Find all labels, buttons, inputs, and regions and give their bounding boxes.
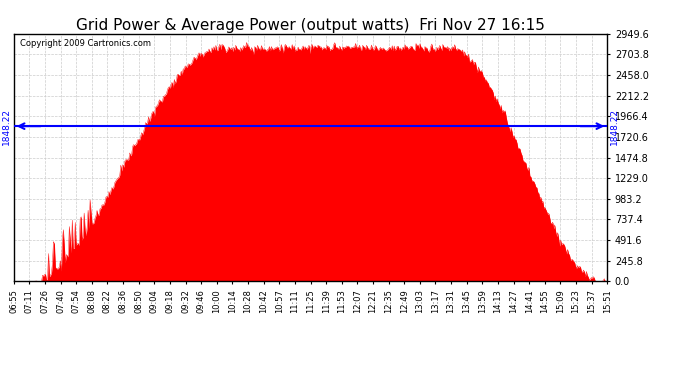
- Title: Grid Power & Average Power (output watts)  Fri Nov 27 16:15: Grid Power & Average Power (output watts…: [76, 18, 545, 33]
- Text: Copyright 2009 Cartronics.com: Copyright 2009 Cartronics.com: [20, 39, 150, 48]
- Text: 1848.22: 1848.22: [610, 108, 619, 145]
- Text: 1848.22: 1848.22: [2, 108, 11, 145]
